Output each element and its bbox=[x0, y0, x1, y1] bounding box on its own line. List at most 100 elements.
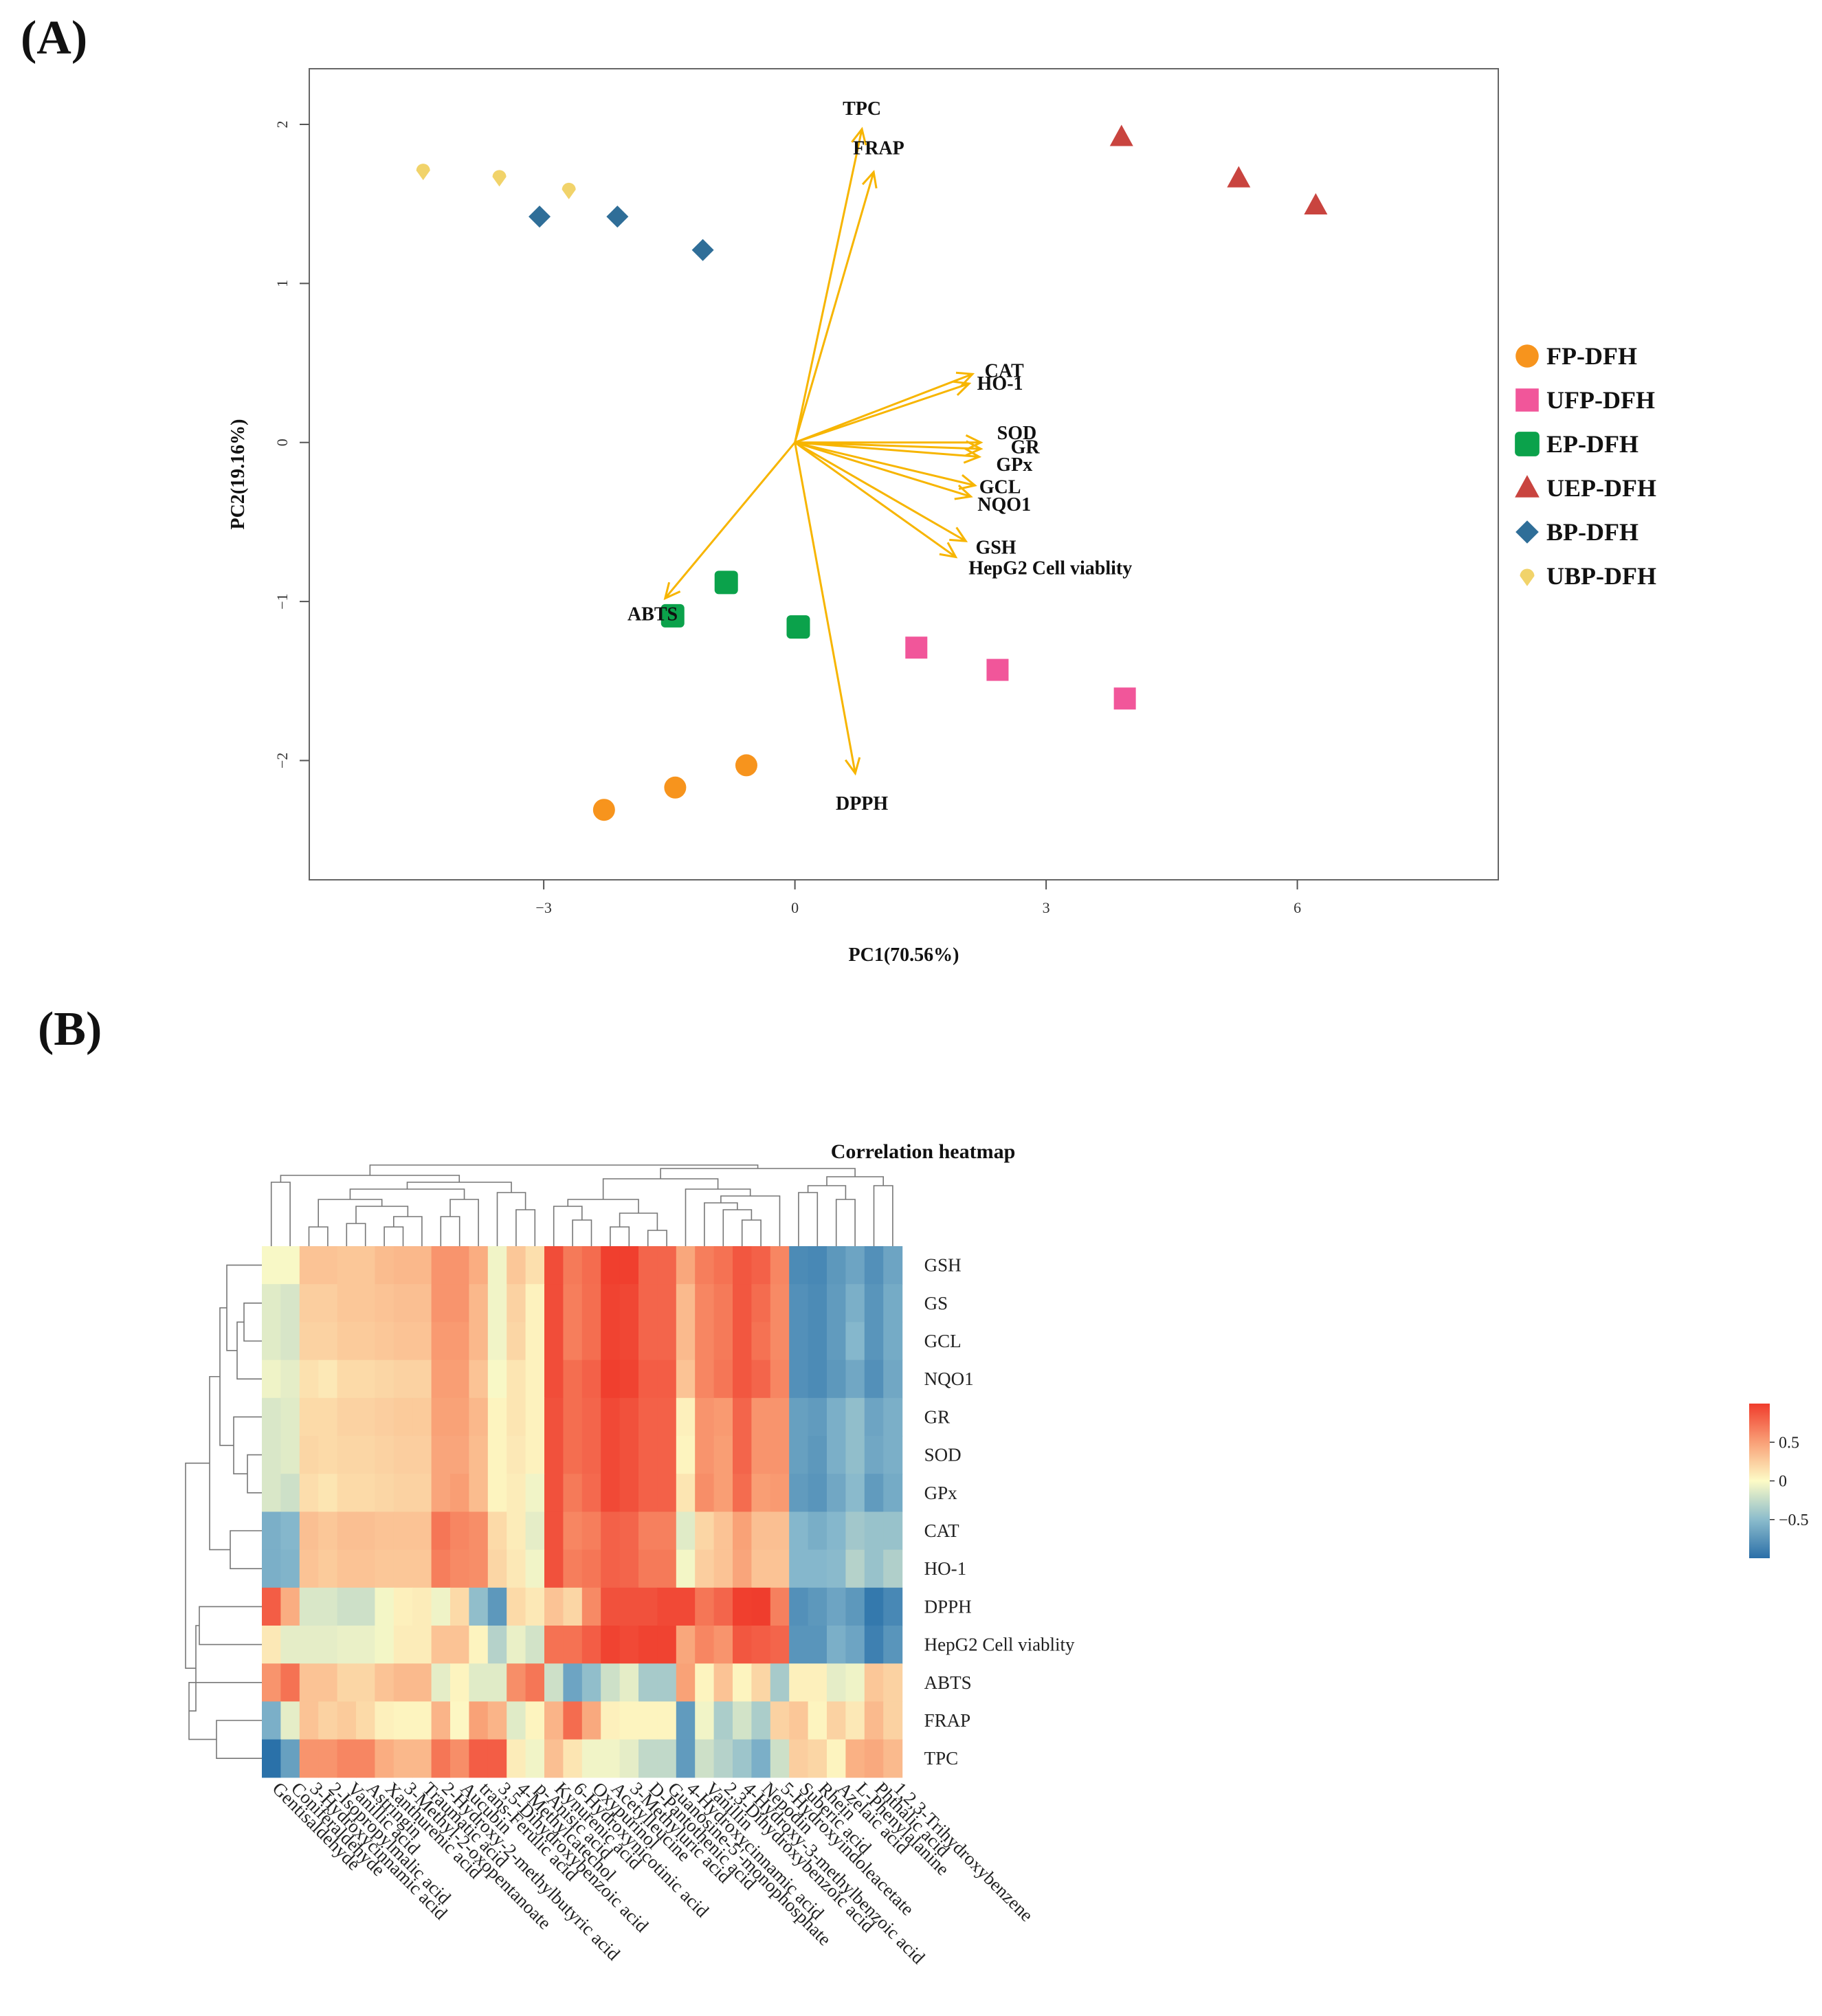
heatmap-cell bbox=[563, 1397, 583, 1437]
heatmap-cell bbox=[789, 1436, 809, 1474]
heatmap-cell bbox=[657, 1549, 677, 1588]
heatmap-cell bbox=[751, 1246, 771, 1285]
heatmap-cell bbox=[431, 1701, 451, 1740]
heatmap-cell bbox=[393, 1511, 413, 1551]
x-tick-label: 0 bbox=[791, 899, 799, 916]
heatmap-cell bbox=[262, 1397, 281, 1437]
heatmap-cell bbox=[469, 1587, 489, 1626]
loading-arrow-dpph bbox=[794, 442, 856, 774]
heatmap-cell bbox=[601, 1474, 621, 1512]
heatmap-cell bbox=[808, 1397, 827, 1437]
heatmap-cell bbox=[487, 1436, 507, 1474]
dendrogram-link bbox=[722, 1209, 753, 1246]
heatmap-cell bbox=[751, 1284, 771, 1322]
heatmap-cell bbox=[638, 1549, 658, 1588]
heatmap-cell bbox=[469, 1626, 489, 1664]
heatmap-cell bbox=[657, 1397, 677, 1437]
heatmap-cell bbox=[695, 1436, 715, 1474]
heatmap-cell bbox=[676, 1436, 696, 1474]
heatmap-cell bbox=[808, 1626, 827, 1664]
legend-item: BP-DFH bbox=[1515, 518, 1638, 546]
heatmap-cell bbox=[318, 1663, 338, 1702]
heatmap-cell bbox=[469, 1397, 489, 1437]
heatmap-cell bbox=[581, 1246, 601, 1285]
heatmap-cell bbox=[375, 1474, 395, 1512]
heatmap-cell bbox=[375, 1436, 395, 1474]
heatmap-cell bbox=[619, 1322, 639, 1361]
heatmap-cell bbox=[827, 1626, 846, 1664]
heatmap-cell bbox=[789, 1663, 809, 1702]
heatmap-cell bbox=[695, 1587, 715, 1626]
arrow-head bbox=[953, 380, 972, 396]
heatmap-cell bbox=[601, 1626, 621, 1664]
heatmap-cell bbox=[695, 1246, 715, 1285]
heatmap-cell bbox=[733, 1701, 752, 1740]
loading-label: HO-1 bbox=[977, 373, 1023, 395]
heatmap-cell bbox=[713, 1739, 733, 1778]
heatmap-cell bbox=[337, 1739, 357, 1778]
heatmap-cell bbox=[751, 1587, 771, 1626]
heatmap-cell bbox=[638, 1360, 658, 1399]
heatmap-cell bbox=[638, 1663, 658, 1702]
heatmap-cell bbox=[619, 1360, 639, 1399]
heatmap-cell bbox=[299, 1701, 319, 1740]
heatmap-cell bbox=[713, 1701, 733, 1740]
series-ufp-dfh bbox=[905, 636, 1136, 710]
heatmap-cell bbox=[845, 1701, 865, 1740]
heatmap-cell bbox=[412, 1701, 432, 1740]
heatmap-cell bbox=[845, 1436, 865, 1474]
heatmap-cell bbox=[337, 1549, 357, 1588]
pca-x-axis-title: PC1(70.56%) bbox=[849, 944, 959, 966]
loading-label: GSH bbox=[975, 537, 1016, 558]
heatmap-cell bbox=[864, 1284, 884, 1322]
heatmap-cell bbox=[713, 1549, 733, 1588]
heatmap-cell bbox=[280, 1246, 300, 1285]
heatmap-cell bbox=[827, 1739, 846, 1778]
heatmap-cell bbox=[789, 1284, 809, 1322]
heatmap-cell bbox=[713, 1246, 733, 1285]
heatmap-cell bbox=[356, 1474, 375, 1512]
heatmap-cell bbox=[601, 1284, 621, 1322]
heatmap-cell bbox=[299, 1739, 319, 1778]
heatmap-cell bbox=[431, 1511, 451, 1551]
heatmap-cell bbox=[676, 1626, 696, 1664]
series-fp-dfh bbox=[592, 754, 757, 821]
heatmap-cell bbox=[337, 1511, 357, 1551]
heatmap-cell bbox=[733, 1246, 752, 1285]
heatmap-cell bbox=[412, 1739, 432, 1778]
heatmap-cell bbox=[356, 1701, 375, 1740]
heatmap-cell bbox=[375, 1246, 395, 1285]
loading-label: GR bbox=[1011, 437, 1041, 458]
heatmap-cell bbox=[262, 1246, 281, 1285]
heatmap-cell bbox=[864, 1739, 884, 1778]
heatmap-cell bbox=[733, 1322, 752, 1361]
dendrogram-link bbox=[572, 1219, 592, 1246]
heatmap-cell bbox=[733, 1739, 752, 1778]
heatmap-cell bbox=[619, 1626, 639, 1664]
heatmap-cell bbox=[507, 1587, 526, 1626]
heatmap-cell bbox=[450, 1284, 469, 1322]
heatmap-cell bbox=[864, 1587, 884, 1626]
heatmap-cell bbox=[845, 1284, 865, 1322]
heatmap-cell bbox=[507, 1246, 526, 1285]
pca-loading-arrows bbox=[663, 126, 984, 776]
heatmap-cell bbox=[808, 1360, 827, 1399]
square-marker bbox=[1113, 687, 1136, 710]
heatmap-cell bbox=[280, 1397, 300, 1437]
dendrogram-link bbox=[826, 1176, 884, 1186]
colorbar bbox=[1749, 1404, 1770, 1558]
heatmap-cell bbox=[375, 1511, 395, 1551]
heatmap-cell bbox=[356, 1587, 375, 1626]
heatmap-cell bbox=[845, 1626, 865, 1664]
heatmap-cell bbox=[581, 1663, 601, 1702]
loading-label: SOD bbox=[997, 423, 1037, 444]
heatmap-cell bbox=[789, 1626, 809, 1664]
heatmap-cell bbox=[713, 1397, 733, 1437]
heatmap-cell bbox=[808, 1701, 827, 1740]
heatmap-row-labels: GSH GS GCL NQO1 GR SOD GPx CAT HO-1 DPPH HepG2 Cel… bbox=[924, 1255, 1075, 1769]
heatmap-cell bbox=[657, 1284, 677, 1322]
heatmap-cell bbox=[581, 1474, 601, 1512]
heatmap-cell bbox=[883, 1436, 903, 1474]
row-label: NQO1 bbox=[924, 1369, 974, 1389]
loading-label: ABTS bbox=[627, 604, 678, 625]
